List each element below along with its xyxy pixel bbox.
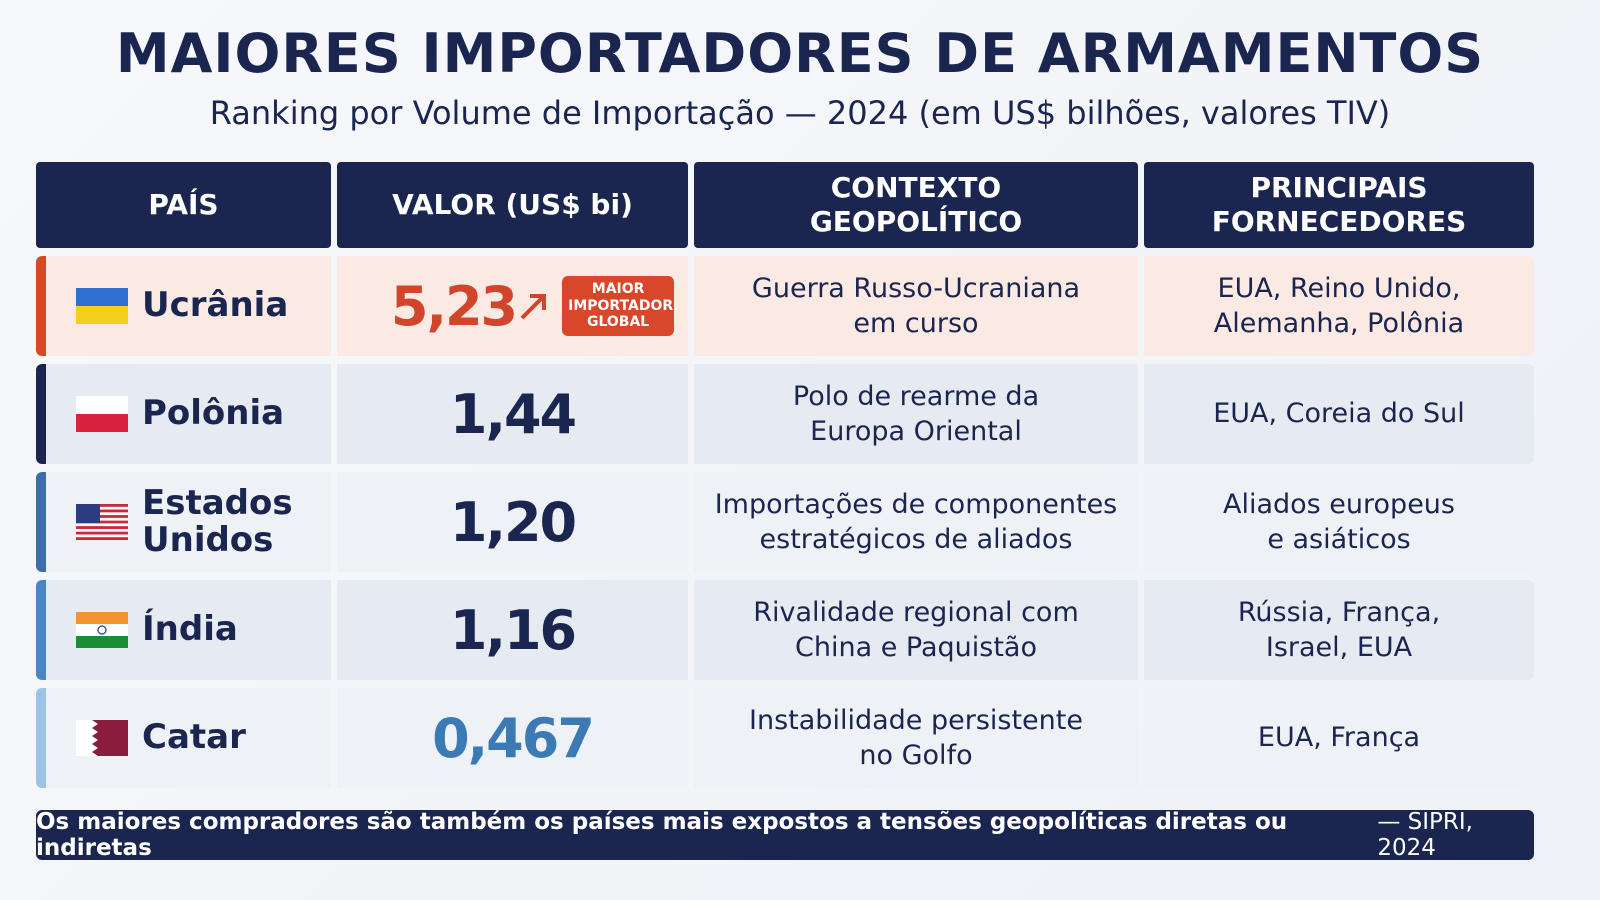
subtitle: Ranking por Volume de Importação — 2024 …: [209, 94, 1391, 132]
supplier-line: EUA, Reino Unido,: [1217, 272, 1461, 304]
context-cell: Importações de componentes estratégicos d…: [694, 472, 1138, 572]
country-name: Estados Unidos: [142, 482, 293, 560]
supplier-line: Israel, EUA: [1265, 632, 1413, 663]
context-cell: Guerra Russo-Ucraniana em curso: [694, 256, 1138, 356]
footer-source: — SIPRI, 2024: [1377, 809, 1473, 861]
badge: MAIOR IMPORTADOR GLOBAL: [562, 275, 675, 337]
flag: [76, 504, 128, 540]
supplier-line: EUA, Coreia do Sul: [1213, 398, 1465, 430]
country-name: Índia: [142, 609, 238, 650]
context-line: estratégicos de aliados: [759, 524, 1073, 555]
title: MAIORES IMPORTADORES DE ARMAMENTOS: [115, 22, 1485, 85]
flag: [76, 396, 128, 432]
column-header: CONTEXTO GEOPOLÍTICO: [694, 162, 1138, 248]
context-line: Rivalidade regional com: [753, 596, 1079, 628]
flag: [76, 288, 128, 324]
column-header: PRINCIPAIS FORNECEDORES: [1144, 162, 1534, 248]
value-cell: 1,44: [337, 364, 688, 464]
country-name: Polônia: [142, 393, 285, 434]
supplier-line: e asiáticos: [1267, 524, 1411, 555]
supplier-line: Alemanha, Polônia: [1213, 308, 1465, 339]
country-name: Catar: [142, 717, 246, 758]
column-header: VALOR (US$ bi): [337, 162, 688, 248]
country-cell: Catar: [46, 688, 331, 788]
supplier-line: Rússia, França,: [1237, 596, 1441, 628]
context-line: Instabilidade persistente: [749, 704, 1083, 736]
value: 0,467: [432, 706, 595, 770]
suppliers-cell: Rússia, França, Israel, EUA: [1144, 580, 1534, 680]
value: 1,44: [449, 382, 577, 446]
country-cell: Polônia: [46, 364, 331, 464]
country-cell: Ucrânia: [46, 256, 331, 356]
value-cell: 1,16: [337, 580, 688, 680]
value-cell: 5,23 MAIOR IMPORTADOR GLOBAL: [337, 256, 688, 356]
context-cell: Rivalidade regional com China e Paquistão: [694, 580, 1138, 680]
country-name: Ucrânia: [142, 285, 289, 326]
context-cell: Polo de rearme da Europa Oriental: [694, 364, 1138, 464]
value-cell: 1,20: [337, 472, 688, 572]
footer-text: Os maiores compradores são também os paí…: [36, 809, 1288, 861]
country-cell: Índia: [46, 580, 331, 680]
value-cell: 0,467: [337, 688, 688, 788]
context-line: Polo de rearme da: [792, 380, 1040, 412]
flag: [76, 612, 128, 648]
country-cell: Estados Unidos: [46, 472, 331, 572]
value: 1,20: [449, 490, 577, 554]
value: 5,23: [390, 274, 518, 338]
flag: [76, 720, 128, 756]
suppliers-cell: EUA, França: [1144, 688, 1534, 788]
column-header: PAÍS: [36, 162, 331, 248]
context-line: China e Paquistão: [795, 632, 1037, 663]
context-line: Europa Oriental: [810, 416, 1022, 447]
suppliers-cell: EUA, Reino Unido, Alemanha, Polônia: [1144, 256, 1534, 356]
suppliers-cell: Aliados europeus e asiáticos: [1144, 472, 1534, 572]
value: 1,16: [449, 598, 577, 662]
context-line: em curso: [853, 308, 979, 339]
context-cell: Instabilidade persistente no Golfo: [694, 688, 1138, 788]
context-line: no Golfo: [859, 740, 973, 771]
suppliers-cell: EUA, Coreia do Sul: [1144, 364, 1534, 464]
context-line: Guerra Russo-Ucraniana: [751, 272, 1081, 304]
supplier-line: EUA, França: [1257, 722, 1421, 754]
footer: Os maiores compradores são também os paí…: [36, 809, 1534, 861]
context-line: Importações de componentes: [714, 488, 1118, 520]
up-arrow: [520, 294, 547, 320]
supplier-line: Aliados europeus: [1222, 488, 1455, 520]
